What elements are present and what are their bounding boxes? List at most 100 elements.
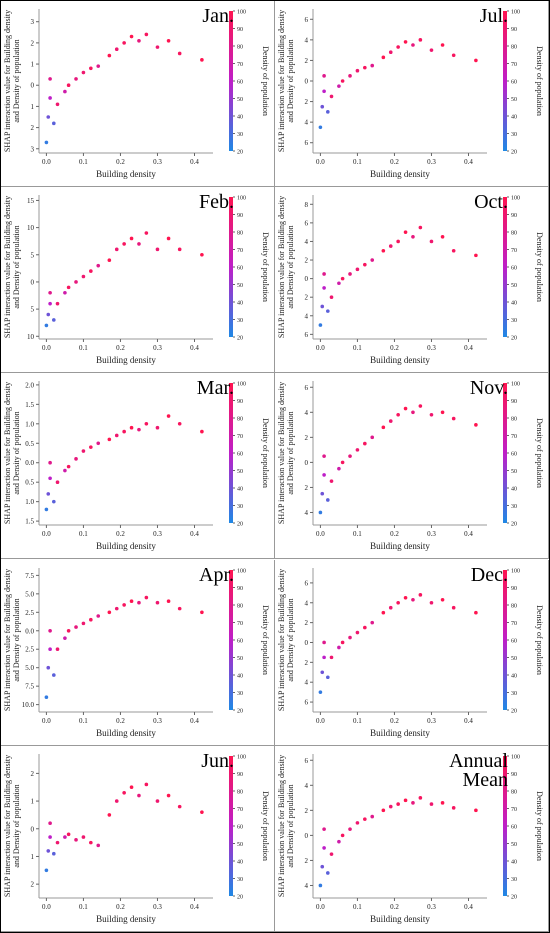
point — [44, 868, 49, 872]
point — [411, 410, 415, 415]
point — [363, 625, 367, 629]
point — [137, 428, 141, 432]
x-tick-label: 0.0 — [42, 158, 51, 166]
x-tick-label: 0.0 — [42, 717, 51, 725]
point — [474, 610, 478, 615]
panel: 3 2 1 0 1 2 3 0.0 0.1 0.2 0.3 0.4 Building density SH… — [1, 1, 275, 187]
colorbar-tick-label: 90 — [511, 399, 517, 405]
point — [340, 79, 345, 83]
y-tick-label: 2 — [305, 294, 309, 302]
colorbar-label: Density of population — [261, 418, 270, 488]
point — [318, 883, 323, 888]
point — [81, 70, 86, 75]
point — [320, 670, 325, 674]
point — [155, 426, 160, 430]
point — [363, 442, 367, 446]
x-axis-label: Building density — [96, 914, 156, 924]
colorbar-tick-label: 40 — [237, 115, 243, 121]
point — [381, 249, 386, 253]
point — [55, 102, 60, 107]
point — [474, 808, 478, 812]
colorbar — [503, 383, 507, 524]
y-tick-label: 2.5 — [25, 608, 34, 616]
point — [66, 628, 71, 633]
point — [81, 835, 86, 839]
point — [337, 84, 341, 88]
colorbar-tick-label: 20 — [237, 150, 243, 156]
x-tick-label: 0.3 — [427, 717, 436, 725]
point — [355, 68, 360, 73]
point — [166, 38, 171, 43]
colorbar-tick-label: 80 — [511, 417, 517, 423]
y-tick-label: 1.0 — [25, 421, 34, 429]
point — [48, 646, 52, 651]
colorbar — [503, 11, 507, 151]
y-axis-label: SHAP interaction value for Building dens… — [3, 382, 12, 524]
point — [122, 41, 126, 45]
point — [48, 835, 52, 839]
point — [381, 425, 386, 430]
x-tick-label: 0.2 — [116, 903, 125, 911]
colorbar-label: Density of population — [535, 46, 544, 116]
point — [177, 804, 182, 809]
y-tick-label: 15 — [27, 197, 35, 205]
colorbar-tick-label: 90 — [511, 213, 517, 219]
point — [46, 312, 51, 317]
point — [107, 610, 112, 614]
panel: 6 4 2 0 2 4 6 8 0.0 0.1 0.2 0.3 0.4 Building density S… — [275, 187, 549, 374]
y-tick-label: 2 — [305, 857, 309, 865]
x-tick-label: 0.1 — [79, 158, 88, 166]
point — [96, 264, 101, 268]
point — [66, 832, 71, 836]
colorbar-tick-label: 70 — [237, 62, 243, 68]
point — [403, 798, 408, 802]
point — [388, 50, 393, 54]
colorbar-tick-label: 100 — [511, 10, 520, 16]
point — [348, 74, 352, 78]
colorbar-tick-label: 50 — [511, 97, 517, 103]
point — [48, 821, 52, 825]
colorbar-tick-label: 30 — [511, 504, 517, 510]
y-tick-label: 6 — [305, 757, 309, 765]
point — [122, 242, 126, 246]
point — [322, 286, 326, 290]
point — [122, 602, 126, 607]
point — [363, 817, 367, 821]
y-axis-label: and Density of population — [12, 226, 21, 309]
colorbar-tick-label: 60 — [237, 266, 243, 272]
point — [74, 837, 78, 842]
colorbar-tick-label: 70 — [511, 434, 517, 440]
point — [320, 304, 325, 309]
x-tick-label: 0.3 — [153, 344, 162, 352]
colorbar-tick-label: 90 — [511, 586, 517, 592]
y-tick-label: 2 — [305, 98, 309, 106]
colorbar-tick-label: 40 — [237, 301, 243, 307]
x-tick-label: 0.2 — [390, 903, 399, 911]
point — [403, 595, 408, 600]
y-tick-label: 2 — [305, 57, 309, 65]
colorbar-label: Density of population — [535, 791, 544, 861]
x-tick-label: 0.2 — [116, 530, 125, 538]
colorbar-tick-label: 70 — [237, 621, 243, 627]
point — [200, 430, 204, 434]
colorbar-tick-label: 100 — [511, 196, 520, 202]
point — [411, 597, 415, 602]
point — [200, 253, 204, 257]
colorbar-tick-label: 20 — [511, 522, 517, 528]
point — [129, 598, 134, 603]
colorbar-tick-label: 90 — [511, 772, 517, 778]
point — [48, 461, 52, 465]
y-tick-label: 4 — [305, 36, 309, 44]
x-tick-label: 0.4 — [190, 158, 199, 166]
y-tick-label: 0 — [305, 459, 309, 467]
point — [320, 104, 325, 109]
point — [96, 441, 101, 446]
colorbar-tick-label: 50 — [237, 283, 243, 289]
panel-title: Annual Mean — [449, 749, 508, 791]
point — [46, 115, 51, 119]
point — [355, 448, 360, 453]
y-tick-label: 3 — [31, 145, 35, 153]
point — [129, 236, 134, 241]
point — [52, 121, 56, 126]
